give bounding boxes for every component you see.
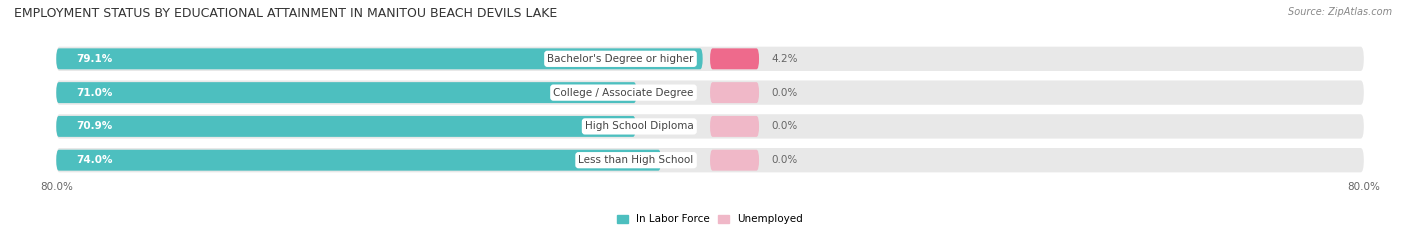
Text: Source: ZipAtlas.com: Source: ZipAtlas.com [1288, 7, 1392, 17]
Text: Bachelor's Degree or higher: Bachelor's Degree or higher [547, 54, 693, 64]
FancyBboxPatch shape [710, 82, 759, 103]
FancyBboxPatch shape [710, 48, 759, 69]
Text: 74.0%: 74.0% [77, 155, 112, 165]
Text: 0.0%: 0.0% [772, 121, 797, 131]
FancyBboxPatch shape [56, 148, 1364, 172]
Text: College / Associate Degree: College / Associate Degree [554, 88, 693, 98]
FancyBboxPatch shape [56, 82, 637, 103]
Text: 0.0%: 0.0% [772, 155, 797, 165]
FancyBboxPatch shape [56, 48, 703, 69]
Text: 79.1%: 79.1% [77, 54, 112, 64]
Text: 0.0%: 0.0% [772, 88, 797, 98]
FancyBboxPatch shape [56, 47, 1364, 71]
Text: 70.9%: 70.9% [77, 121, 112, 131]
Text: 71.0%: 71.0% [77, 88, 112, 98]
FancyBboxPatch shape [56, 114, 1364, 139]
Legend: In Labor Force, Unemployed: In Labor Force, Unemployed [613, 210, 807, 229]
FancyBboxPatch shape [56, 116, 636, 137]
Text: High School Diploma: High School Diploma [585, 121, 693, 131]
FancyBboxPatch shape [710, 116, 759, 137]
Text: 4.2%: 4.2% [772, 54, 797, 64]
FancyBboxPatch shape [710, 150, 759, 171]
Text: EMPLOYMENT STATUS BY EDUCATIONAL ATTAINMENT IN MANITOU BEACH DEVILS LAKE: EMPLOYMENT STATUS BY EDUCATIONAL ATTAINM… [14, 7, 557, 20]
FancyBboxPatch shape [56, 150, 661, 171]
FancyBboxPatch shape [56, 80, 1364, 105]
Text: Less than High School: Less than High School [578, 155, 693, 165]
